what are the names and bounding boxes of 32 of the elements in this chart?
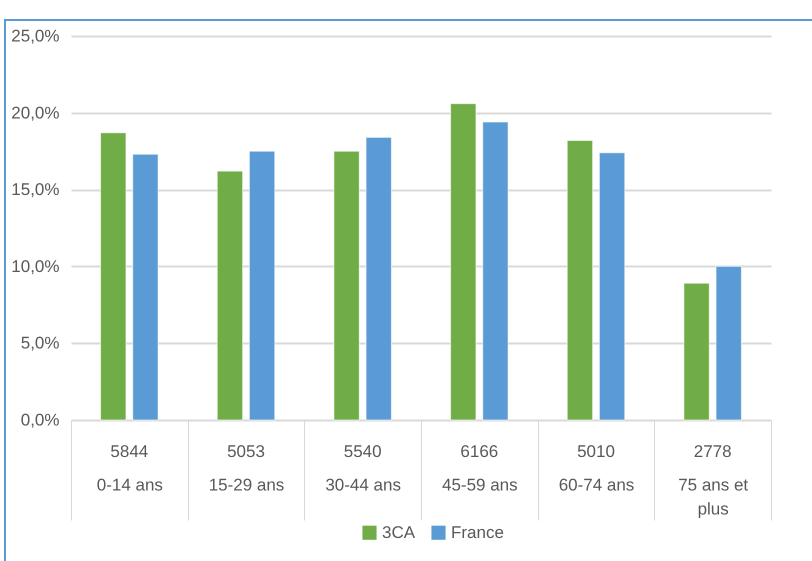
x-tick-label: 45-59 ans <box>442 476 518 494</box>
text: 5844 <box>110 442 148 461</box>
bar <box>132 154 159 420</box>
y-tick-label: 10,0% <box>11 256 60 276</box>
text: 5010 <box>577 442 615 461</box>
bar <box>100 132 126 420</box>
bar <box>683 282 710 420</box>
x-tick-label: 75 ans et plus <box>678 476 748 518</box>
text: 2778 <box>694 442 732 461</box>
x-tick-label: 60-74 ans <box>558 476 634 494</box>
legend-label: 3CA <box>382 522 416 542</box>
bar <box>482 122 509 420</box>
y-tick-label: 15,0% <box>11 180 60 200</box>
y-tick-label: 0,0% <box>20 410 60 430</box>
y-tick-label: 20,0% <box>11 103 60 122</box>
y-tick-label: 5,0% <box>20 334 60 353</box>
legend-label: France <box>451 522 504 542</box>
x-tick-label: 15-29 ans <box>208 476 284 494</box>
y-tick-label: 25,0% <box>11 26 60 46</box>
text: 5053 <box>227 442 265 461</box>
bar <box>450 103 476 420</box>
bar <box>248 150 276 420</box>
bar <box>333 150 360 420</box>
bar <box>216 170 244 420</box>
x-tick-label: 0-14 ans <box>96 476 163 494</box>
x-tick-label: 30-44 ans <box>325 476 401 494</box>
bar <box>716 266 742 420</box>
text: 5540 <box>344 442 382 461</box>
bar <box>566 140 594 420</box>
bar <box>598 152 626 420</box>
text: 6166 <box>460 442 498 461</box>
bar <box>366 136 392 420</box>
